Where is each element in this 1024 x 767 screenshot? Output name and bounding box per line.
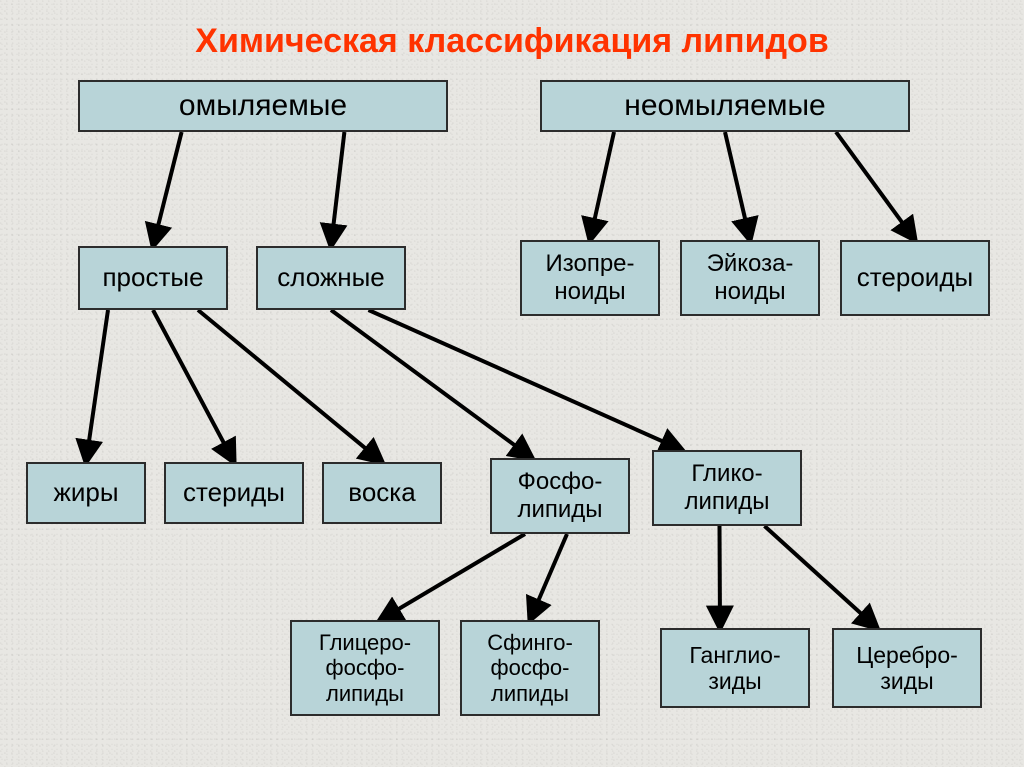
node-n11: Фосфо-липиды (490, 458, 630, 534)
node-n13: Глицеро-фосфо-липиды (290, 620, 440, 716)
node-n8: жиры (26, 462, 146, 524)
node-label: Эйкоза-ноиды (682, 250, 818, 305)
node-n3: простые (78, 246, 228, 310)
node-n6: Эйкоза-ноиды (680, 240, 820, 316)
node-n5: Изопре-ноиды (520, 240, 660, 316)
node-label: Фосфо-липиды (492, 468, 628, 523)
node-label: Сфинго-фосфо-липиды (462, 630, 598, 706)
node-n15: Ганглио-зиды (660, 628, 810, 708)
node-n9: стериды (164, 462, 304, 524)
node-label: Глико-липиды (654, 460, 800, 515)
node-label: стериды (166, 478, 302, 508)
node-label: Ганглио-зиды (662, 642, 808, 695)
node-label: омыляемые (80, 89, 446, 124)
node-n2: неомыляемые (540, 80, 910, 132)
node-n10: воска (322, 462, 442, 524)
page-title: Химическая классификация липидов (0, 22, 1024, 61)
node-label: Изопре-ноиды (522, 250, 658, 305)
node-label: воска (324, 478, 440, 508)
node-n4: сложные (256, 246, 406, 310)
node-label: стероиды (842, 263, 988, 293)
node-label: сложные (258, 263, 404, 293)
node-label: Глицеро-фосфо-липиды (292, 630, 438, 706)
node-n16: Церебро-зиды (832, 628, 982, 708)
node-n1: омыляемые (78, 80, 448, 132)
node-n12: Глико-липиды (652, 450, 802, 526)
node-n7: стероиды (840, 240, 990, 316)
node-label: жиры (28, 478, 144, 508)
node-label: простые (80, 263, 226, 293)
node-label: Церебро-зиды (834, 642, 980, 695)
node-n14: Сфинго-фосфо-липиды (460, 620, 600, 716)
node-label: неомыляемые (542, 89, 908, 124)
